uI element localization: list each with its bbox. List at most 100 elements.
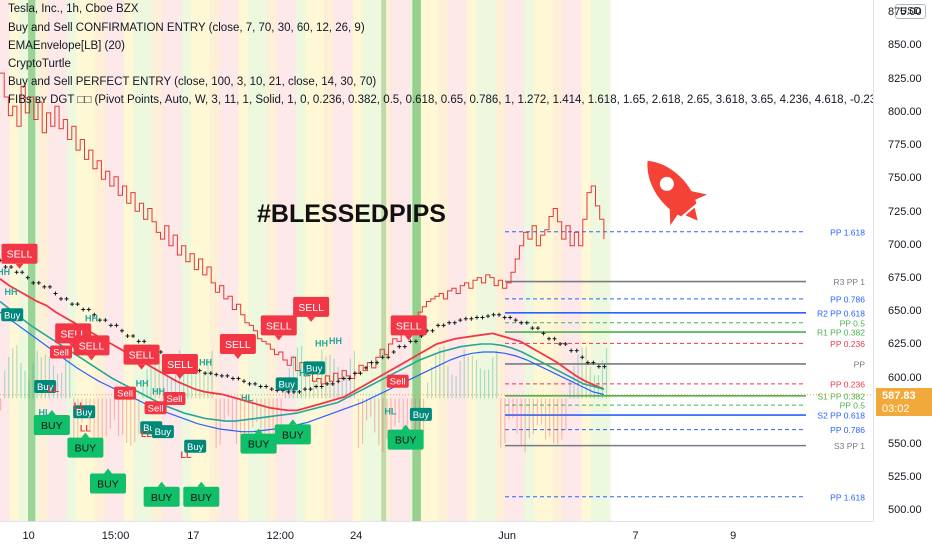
session-band xyxy=(133,0,144,522)
price-tick-label: 825.00 xyxy=(888,72,922,85)
session-band xyxy=(552,0,563,522)
price-axis[interactable]: USD 875.00 850.00 825.00 800.00 775.00 750.00… xyxy=(873,0,932,522)
signal-label: Buy xyxy=(4,310,21,321)
turtle-marker xyxy=(114,323,119,328)
legend-indicator-ema-envelope[interactable]: EMAEnvelope[LB] (20) xyxy=(8,40,125,52)
turtle-marker xyxy=(452,320,457,325)
histogram-bar xyxy=(126,398,128,443)
signal-box xyxy=(274,424,311,445)
histogram-bar xyxy=(382,398,384,453)
pivot-level-label: PP 1.618 xyxy=(830,227,865,237)
swing-label: LL xyxy=(74,401,85,411)
histogram-bar xyxy=(410,398,412,444)
histogram-bar xyxy=(252,398,254,428)
signal-label: BUY xyxy=(248,439,270,451)
time-tick-label: 12:00 xyxy=(266,530,295,542)
pivot-level-label: PP xyxy=(854,359,866,369)
session-band xyxy=(371,0,382,522)
price-tick-label: 775.00 xyxy=(888,139,922,152)
turtle-marker xyxy=(303,387,307,392)
legend-indicator-fibs[interactable]: FIBs ʙʏ DGT □□ (Pivot Points, Auto, W, 3… xyxy=(8,94,886,106)
time-tick-label: 17 xyxy=(187,530,200,542)
turtle-marker xyxy=(474,315,479,320)
turtle-marker xyxy=(59,296,63,301)
swing-label: HH xyxy=(152,386,165,396)
histogram-bar xyxy=(540,398,543,425)
session-band xyxy=(95,0,106,522)
session-band xyxy=(238,0,249,522)
session-band xyxy=(104,0,115,522)
turtle-marker xyxy=(347,376,352,381)
histogram-bar xyxy=(8,356,10,399)
legend-indicator-crypto-turtle[interactable]: CryptoTurtle xyxy=(8,58,71,70)
session-band xyxy=(314,0,325,522)
swing-label: HH xyxy=(199,357,212,367)
signal-pointer xyxy=(254,428,263,434)
signal-label: Sell xyxy=(167,394,183,405)
histogram-bar xyxy=(199,372,201,399)
turtle-marker xyxy=(20,270,25,275)
turtle-marker xyxy=(436,323,441,328)
turtle-marker xyxy=(330,381,335,386)
annotation-text: #BLESSEDPIPS xyxy=(257,200,446,228)
turtle-marker xyxy=(413,339,418,344)
signal-pointer xyxy=(288,419,297,425)
pivot-level-label: PP 1.618 xyxy=(830,492,865,502)
histogram-bar xyxy=(361,398,364,444)
histogram-bar xyxy=(341,371,343,399)
swing-label: HH xyxy=(136,379,149,389)
histogram-bar xyxy=(394,398,396,427)
turtle-marker xyxy=(558,342,563,347)
session-band xyxy=(381,0,392,522)
swing-label: LL xyxy=(181,450,192,460)
signal-box xyxy=(50,345,72,359)
turtle-marker xyxy=(86,307,91,312)
histogram-bar xyxy=(366,398,368,421)
price-tick-label: 800.00 xyxy=(888,105,922,118)
histogram-bar xyxy=(524,398,526,453)
signal-label: Buy xyxy=(143,423,160,434)
session-band xyxy=(152,0,163,522)
turtle-marker xyxy=(214,372,219,377)
currency-badge[interactable]: USD xyxy=(894,4,926,19)
signal-band xyxy=(381,0,387,522)
histogram-bar xyxy=(585,346,587,399)
price-tick-label: 675.00 xyxy=(888,271,922,284)
signal-pointer xyxy=(157,481,166,487)
time-tick-label: 9 xyxy=(730,530,737,542)
histogram-bar xyxy=(504,398,506,443)
turtle-marker xyxy=(53,291,58,296)
turtle-marker xyxy=(325,381,330,386)
histogram-bar xyxy=(138,398,140,435)
signal-box xyxy=(303,361,326,375)
signal-box xyxy=(34,380,57,394)
histogram-bar xyxy=(16,345,18,399)
turtle-marker xyxy=(142,339,147,344)
histogram-bar xyxy=(475,359,477,399)
session-band xyxy=(486,0,497,522)
histogram-bar xyxy=(296,347,299,399)
turtle-marker xyxy=(125,334,130,339)
histogram-bar xyxy=(488,369,490,399)
legend-indicator-confirmation[interactable]: Buy and Sell CONFIRMATION ENTRY (close, … xyxy=(8,22,365,34)
signal-label: Sell xyxy=(390,377,406,388)
turtle-marker xyxy=(408,339,413,344)
session-band xyxy=(85,0,96,522)
signal-box xyxy=(390,315,427,336)
signal-pointer xyxy=(274,335,283,341)
rocket-icon xyxy=(647,160,708,226)
legend-symbol: Tesla, Inc., 1h, Cboe BZX xyxy=(8,3,139,15)
histogram-bar xyxy=(223,398,225,422)
histogram-bar xyxy=(109,398,111,429)
time-axis[interactable]: 10 15:00 17 12:00 24 Jun 7 9 xyxy=(0,521,874,550)
turtle-marker xyxy=(42,284,47,289)
session-band xyxy=(543,0,554,522)
turtle-marker xyxy=(31,280,36,285)
turtle-marker xyxy=(547,336,551,341)
session-band xyxy=(505,0,516,522)
legend-indicator-perfect-entry[interactable]: Buy and Sell PERFECT ENTRY (close, 100, … xyxy=(8,76,377,88)
signal-box xyxy=(123,344,160,365)
turtle-marker xyxy=(75,302,80,307)
